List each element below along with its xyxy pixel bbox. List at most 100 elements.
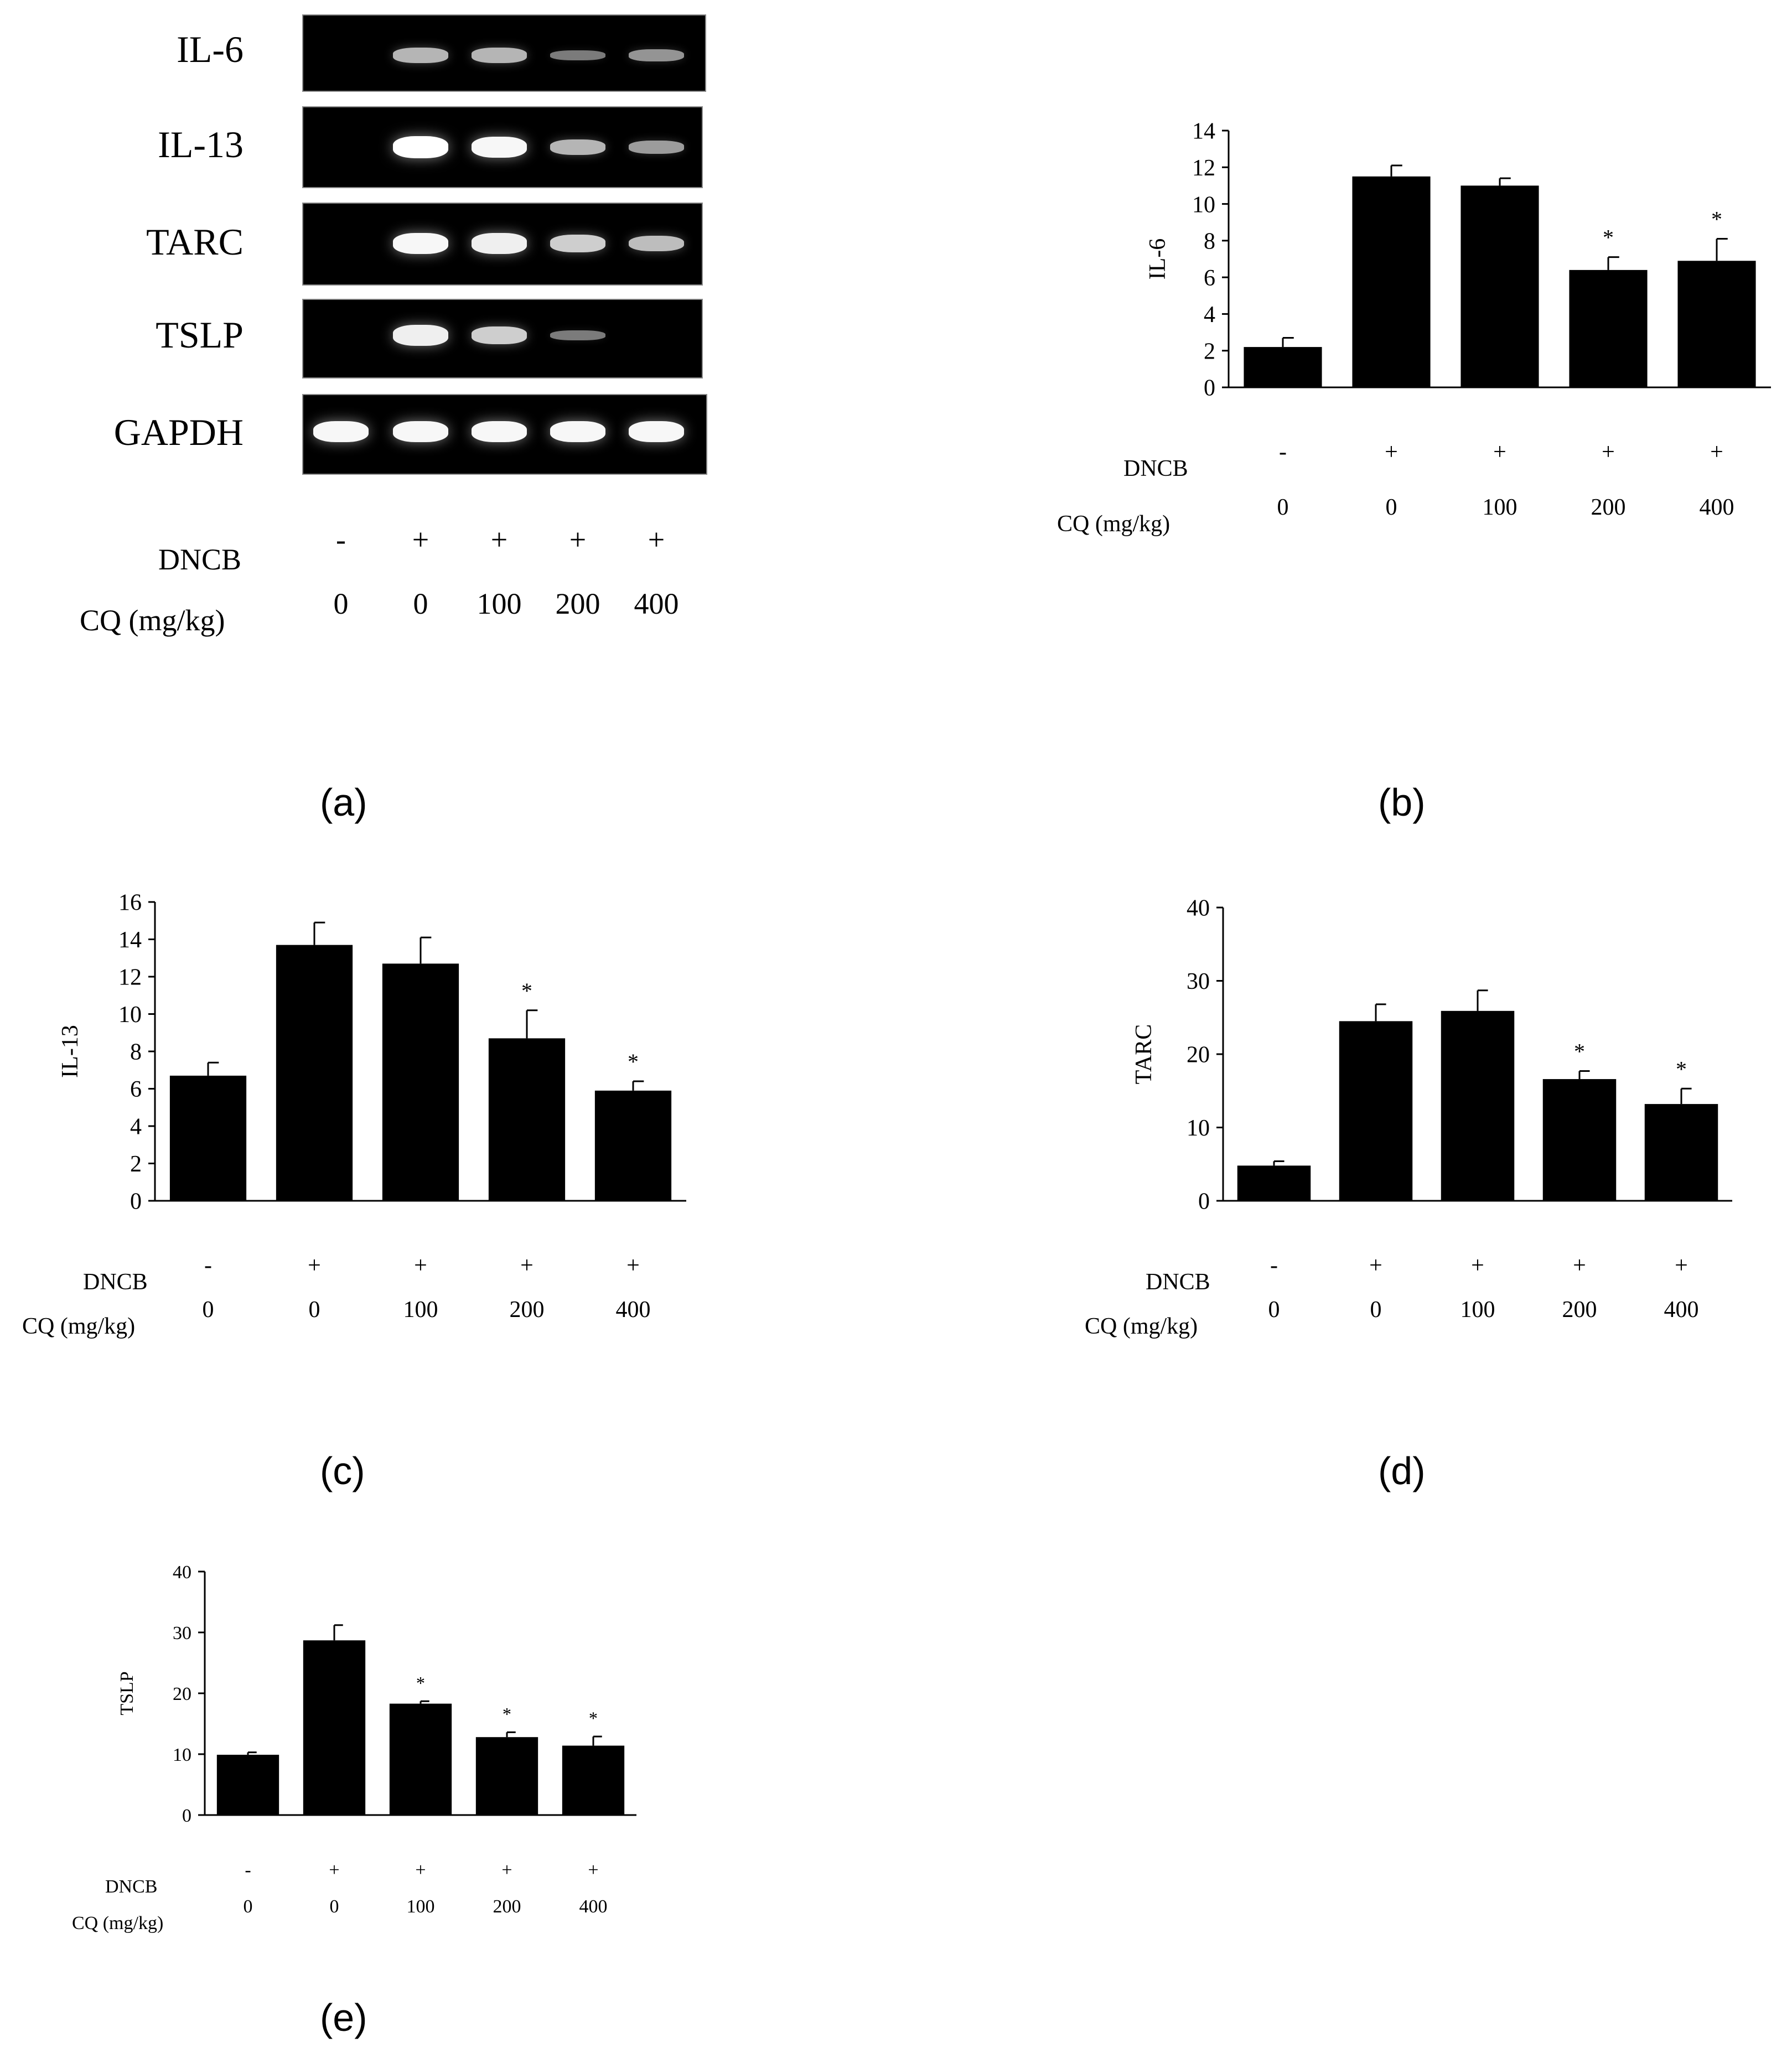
gel-cq-value: 0 bbox=[333, 587, 349, 620]
bar bbox=[169, 1075, 247, 1201]
y-tick-label: 6 bbox=[130, 1077, 142, 1102]
gel-dncb-value: + bbox=[412, 523, 429, 556]
y-tick-label: 2 bbox=[130, 1152, 142, 1177]
gel-band bbox=[472, 233, 527, 254]
dncb-value: - bbox=[245, 1860, 251, 1880]
cq-value: 100 bbox=[1460, 1297, 1495, 1323]
cq-value: 0 bbox=[1277, 495, 1289, 520]
gel-band bbox=[550, 50, 605, 60]
gel-band bbox=[313, 421, 369, 443]
dncb-value: - bbox=[204, 1253, 212, 1278]
y-tick-label: 30 bbox=[173, 1623, 191, 1643]
dncb-value: + bbox=[588, 1860, 598, 1880]
y-tick-label: 4 bbox=[1204, 302, 1215, 328]
gel-band bbox=[629, 49, 684, 61]
y-tick-label: 0 bbox=[182, 1806, 191, 1826]
bar bbox=[475, 1737, 538, 1815]
y-axis-label: IL-13 bbox=[58, 1025, 83, 1078]
cq-value: 200 bbox=[510, 1297, 545, 1323]
bar bbox=[1339, 1021, 1413, 1201]
significance-asterisk: * bbox=[503, 1704, 511, 1724]
gel-band bbox=[472, 326, 527, 344]
bar-chart-e: 0 10 20 30 40 TSLP - 0 +0 * +100 * +200 * +400 DNCB CQ (… bbox=[72, 1562, 636, 1933]
dncb-value: + bbox=[1573, 1253, 1586, 1278]
bar bbox=[1352, 176, 1431, 387]
bar bbox=[303, 1640, 366, 1815]
bar bbox=[1677, 261, 1756, 387]
dncb-label: DNCB bbox=[105, 1876, 157, 1897]
gel-band bbox=[472, 48, 527, 63]
dncb-value: + bbox=[1471, 1253, 1484, 1278]
cq-label: CQ (mg/kg) bbox=[1085, 1314, 1198, 1339]
bar bbox=[488, 1038, 566, 1201]
cq-value: 400 bbox=[1664, 1297, 1699, 1323]
gel-row-label: GAPDH bbox=[113, 411, 244, 453]
cq-value: 400 bbox=[1700, 495, 1734, 520]
y-tick-label: 20 bbox=[173, 1684, 191, 1704]
gel-band bbox=[550, 235, 605, 252]
cq-value: 0 bbox=[244, 1896, 253, 1917]
cq-value: 200 bbox=[1591, 495, 1626, 520]
gel-band bbox=[393, 136, 448, 158]
bar bbox=[1460, 185, 1539, 387]
gel-dncb-value: + bbox=[648, 523, 665, 556]
dncb-value: - bbox=[1279, 439, 1287, 465]
bar-chart-b: 0 2 4 6 8 10 12 14 IL-6 - 0 +0 +100 * +200 * +400 DNCB CQ … bbox=[1057, 119, 1771, 537]
significance-asterisk: * bbox=[589, 1708, 598, 1728]
cq-value: 0 bbox=[1268, 1297, 1280, 1323]
gel-band bbox=[629, 141, 684, 154]
cq-value: 0 bbox=[330, 1896, 339, 1917]
gel-band bbox=[472, 136, 527, 158]
bar bbox=[1237, 1165, 1311, 1201]
gel-band bbox=[550, 421, 605, 443]
dncb-label: DNCB bbox=[83, 1269, 148, 1295]
dncb-label: DNCB bbox=[1123, 456, 1188, 481]
panel-label-b: (b) bbox=[1378, 781, 1426, 824]
gel-dncb-value: + bbox=[490, 523, 508, 556]
bar bbox=[1244, 347, 1322, 387]
panel-label-c: (c) bbox=[320, 1449, 365, 1492]
cq-value: 100 bbox=[1483, 495, 1517, 520]
bar bbox=[1542, 1079, 1617, 1201]
y-axis-label: IL-6 bbox=[1145, 238, 1171, 280]
y-tick-label: 10 bbox=[173, 1745, 191, 1765]
dncb-value: + bbox=[501, 1860, 512, 1880]
cq-value: 0 bbox=[203, 1297, 214, 1323]
y-tick-label: 14 bbox=[1192, 119, 1215, 144]
bar bbox=[562, 1745, 625, 1815]
panel-label-d: (d) bbox=[1378, 1449, 1426, 1492]
cq-value: 100 bbox=[403, 1297, 438, 1323]
bar bbox=[216, 1755, 279, 1815]
cq-value: 400 bbox=[616, 1297, 651, 1323]
gel-row-label: TSLP bbox=[156, 314, 244, 356]
gel-band bbox=[629, 235, 684, 252]
y-tick-label: 8 bbox=[130, 1040, 142, 1065]
dncb-value: + bbox=[1369, 1253, 1382, 1278]
gel-cq-value: 0 bbox=[413, 587, 428, 620]
bar bbox=[1441, 1010, 1515, 1201]
panel-label-e: (e) bbox=[320, 1996, 367, 2039]
gel-row-label: IL-13 bbox=[158, 123, 244, 165]
bar bbox=[594, 1090, 672, 1201]
y-tick-label: 10 bbox=[1192, 192, 1215, 217]
y-tick-label: 30 bbox=[1187, 969, 1210, 994]
dncb-value: + bbox=[329, 1860, 339, 1880]
dncb-value: + bbox=[1602, 439, 1615, 465]
gel-band bbox=[472, 421, 527, 443]
gel-band bbox=[550, 139, 605, 155]
cq-value: 200 bbox=[493, 1896, 521, 1917]
gel-dncb-value: - bbox=[336, 523, 346, 556]
cq-value: 0 bbox=[1386, 495, 1397, 520]
significance-asterisk: * bbox=[1711, 207, 1722, 232]
y-tick-label: 0 bbox=[1204, 376, 1215, 401]
dncb-value: + bbox=[1710, 439, 1723, 465]
y-axis-label: TARC bbox=[1131, 1024, 1157, 1085]
cq-value: 400 bbox=[579, 1896, 608, 1917]
gel-band bbox=[393, 232, 448, 255]
cq-label: CQ (mg/kg) bbox=[72, 1913, 163, 1933]
significance-asterisk: * bbox=[416, 1673, 425, 1693]
dncb-value: + bbox=[414, 1253, 427, 1278]
bar bbox=[382, 963, 459, 1201]
gel-cq-value: 200 bbox=[555, 587, 600, 620]
y-tick-label: 14 bbox=[118, 927, 142, 953]
